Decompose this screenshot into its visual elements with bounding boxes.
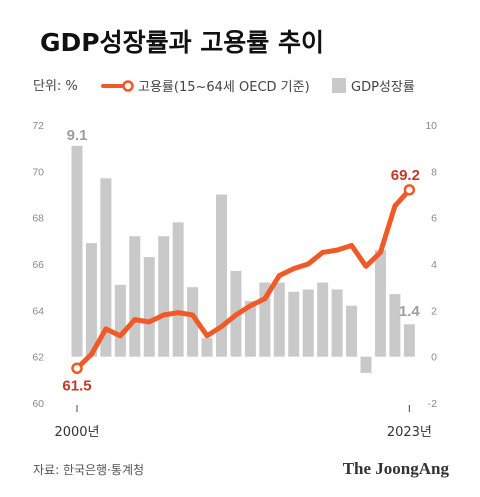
left-axis-tick-label: 60 (32, 398, 44, 410)
right-axis-tick-label: 10 (425, 120, 437, 132)
employment-line-path (74, 187, 412, 371)
x-tick-label-first: 2000년 (54, 425, 99, 440)
employment-marker-start (71, 362, 83, 374)
gdp-bar (259, 282, 271, 357)
legend-label-employment: 고용률(15~64세 OECD 기준) (138, 80, 310, 95)
gdp-bar (143, 257, 155, 357)
gdp-bar (317, 282, 329, 357)
gdp-bar (187, 287, 199, 357)
gdp-bar (100, 178, 112, 357)
data-label-employment-last: 69.2 (391, 167, 420, 184)
right-axis-tick-label: 4 (431, 259, 437, 271)
source-note: 자료: 한국은행·통계청 (33, 462, 144, 477)
gdp-bar (360, 356, 372, 373)
right-axis-tick-label: 6 (431, 213, 437, 225)
left-axis: 60 62 64 66 68 70 72 (32, 120, 44, 410)
left-axis-tick-label: 62 (32, 352, 44, 364)
gdp-bar (172, 222, 184, 357)
gdp-bar (389, 294, 401, 357)
right-axis-tick-label: 0 (431, 352, 437, 364)
gdp-bar (403, 324, 415, 357)
x-axis: 2000년 2023년 (54, 405, 432, 440)
legend-bar-swatch (332, 78, 346, 93)
legend: 고용률(15~64세 OECD 기준) GDP성장률 (101, 78, 415, 95)
legend-line-marker (122, 80, 134, 92)
data-label-employment-first: 61.5 (62, 377, 91, 394)
left-axis-tick-label: 68 (32, 213, 44, 225)
legend-label-gdp: GDP성장률 (351, 80, 415, 95)
right-axis-tick-label: 2 (431, 305, 437, 317)
data-label-gdp-first: 9.1 (67, 127, 88, 144)
gdp-bars (71, 145, 415, 373)
gdp-bar (273, 282, 285, 357)
gdp-bar (129, 236, 141, 357)
right-axis-tick-label: -2 (428, 398, 437, 410)
left-axis-tick-label: 72 (32, 120, 44, 132)
employment-line (71, 184, 416, 374)
unit-label: 단위: % (33, 79, 78, 94)
left-axis-tick-label: 66 (32, 259, 44, 271)
gdp-bar (244, 301, 256, 357)
chart-title: GDP성장률과 고용률 추이 (40, 28, 324, 57)
x-tick-label-last: 2023년 (387, 425, 432, 440)
gdp-bar (114, 284, 126, 357)
right-axis: -2 0 2 4 6 8 10 (425, 120, 437, 410)
gdp-bar (288, 291, 300, 357)
brand-logo: The JoongAng (343, 459, 450, 478)
left-axis-tick-label: 64 (32, 305, 44, 317)
gdp-bar (71, 145, 83, 357)
data-label-gdp-last: 1.4 (399, 303, 421, 320)
employment-marker-end (403, 184, 416, 196)
gdp-bar (158, 236, 170, 357)
gdp-bar (216, 194, 227, 357)
gdp-bar (346, 305, 358, 357)
gdp-bar (331, 289, 343, 357)
left-axis-tick-label: 70 (32, 166, 44, 178)
gdp-bar (374, 250, 386, 357)
gdp-bar (302, 289, 314, 357)
gdp-bar (201, 338, 213, 357)
right-axis-tick-label: 8 (431, 166, 437, 178)
gdp-bar (85, 243, 97, 357)
